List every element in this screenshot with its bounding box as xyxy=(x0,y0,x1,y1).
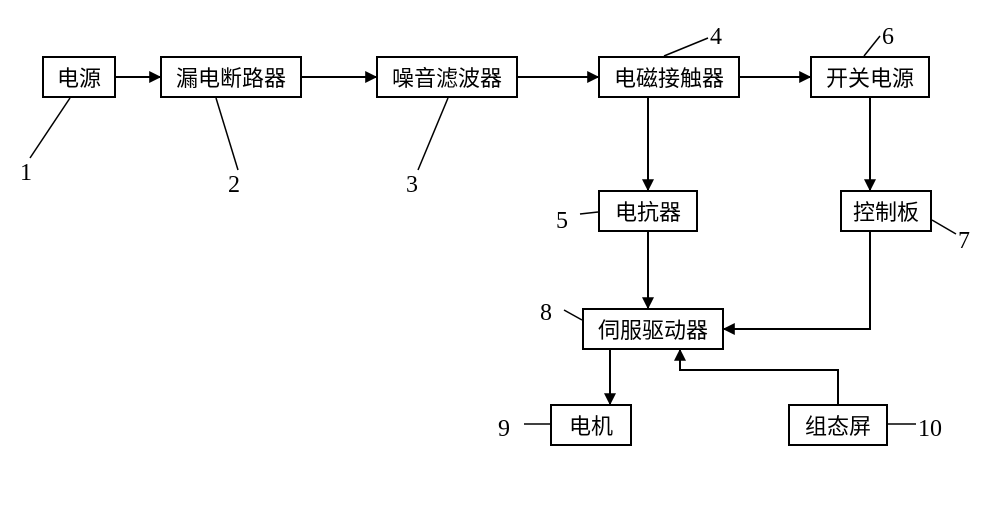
label-l1: 1 xyxy=(20,160,32,187)
edge xyxy=(724,232,870,329)
node-n9: 电机 xyxy=(550,404,632,446)
node-n3: 噪音滤波器 xyxy=(376,56,518,98)
node-n4: 电磁接触器 xyxy=(598,56,740,98)
label-l7: 7 xyxy=(958,228,970,255)
edge xyxy=(680,350,838,404)
node-n5: 电抗器 xyxy=(598,190,698,232)
leader-line xyxy=(580,212,598,214)
leader-line xyxy=(216,98,238,170)
node-n1: 电源 xyxy=(42,56,116,98)
node-n8: 伺服驱动器 xyxy=(582,308,724,350)
node-n6: 开关电源 xyxy=(810,56,930,98)
node-n2: 漏电断路器 xyxy=(160,56,302,98)
label-l9: 9 xyxy=(498,416,510,443)
leader-line xyxy=(864,36,880,56)
leader-line xyxy=(30,98,70,158)
label-l5: 5 xyxy=(556,208,568,235)
label-l4: 4 xyxy=(710,24,722,51)
label-l3: 3 xyxy=(406,172,418,199)
label-l6: 6 xyxy=(882,24,894,51)
label-l8: 8 xyxy=(540,300,552,327)
diagram-canvas: 电源 漏电断路器 噪音滤波器 电磁接触器 开关电源电抗器 控制板伺服驱动器电机 组态屏 1 2… xyxy=(0,0,1000,507)
node-n7: 控制板 xyxy=(840,190,932,232)
leader-line xyxy=(564,310,582,320)
leader-line xyxy=(664,38,708,56)
label-l10: 10 xyxy=(918,416,942,443)
leader-line xyxy=(418,98,448,170)
leader-line xyxy=(932,220,956,234)
label-l2: 2 xyxy=(228,172,240,199)
node-n10: 组态屏 xyxy=(788,404,888,446)
